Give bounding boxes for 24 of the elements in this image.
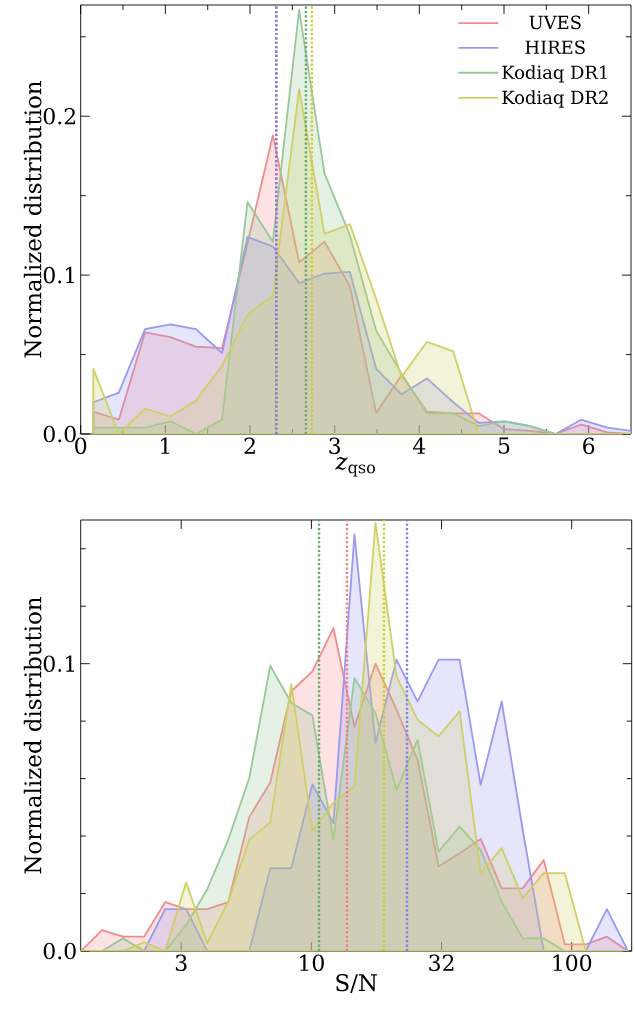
y-tick-label: 0.1 xyxy=(43,655,75,672)
y-tick-label: 0.0 xyxy=(43,425,76,443)
x-axis-title: S/N xyxy=(336,973,377,994)
x-tick-label: 3 xyxy=(175,954,187,972)
x-tick-label: 1 xyxy=(161,437,170,454)
legend-label: UVES xyxy=(529,15,581,30)
x-tick-label: 3 xyxy=(329,437,341,455)
legend-label: Kodiaq DR2 xyxy=(502,90,608,108)
y-tick-label: 0.0 xyxy=(43,942,76,960)
x-tick-label: 5 xyxy=(498,437,510,454)
y-axis-title: Normalized distribution xyxy=(23,81,42,358)
y-axis-title: Normalized distribution xyxy=(23,597,42,874)
y-tick-label: 0.1 xyxy=(43,266,75,284)
x-axis-title: z$_{qso}$ xyxy=(335,456,375,477)
legend-label: HIRES xyxy=(525,40,585,54)
x-tick-label: 100 xyxy=(553,954,592,972)
x-tick-label: 4 xyxy=(413,437,426,454)
x-tick-label: 6 xyxy=(583,437,595,455)
legend-label: Kodiaq DR1 xyxy=(502,65,607,83)
x-tick-label: 10 xyxy=(300,954,324,972)
x-tick-label: 0 xyxy=(75,437,87,455)
x-tick-label: 32 xyxy=(429,954,454,972)
y-tick-label: 0.2 xyxy=(43,107,76,125)
x-tick-label: 2 xyxy=(244,437,255,454)
